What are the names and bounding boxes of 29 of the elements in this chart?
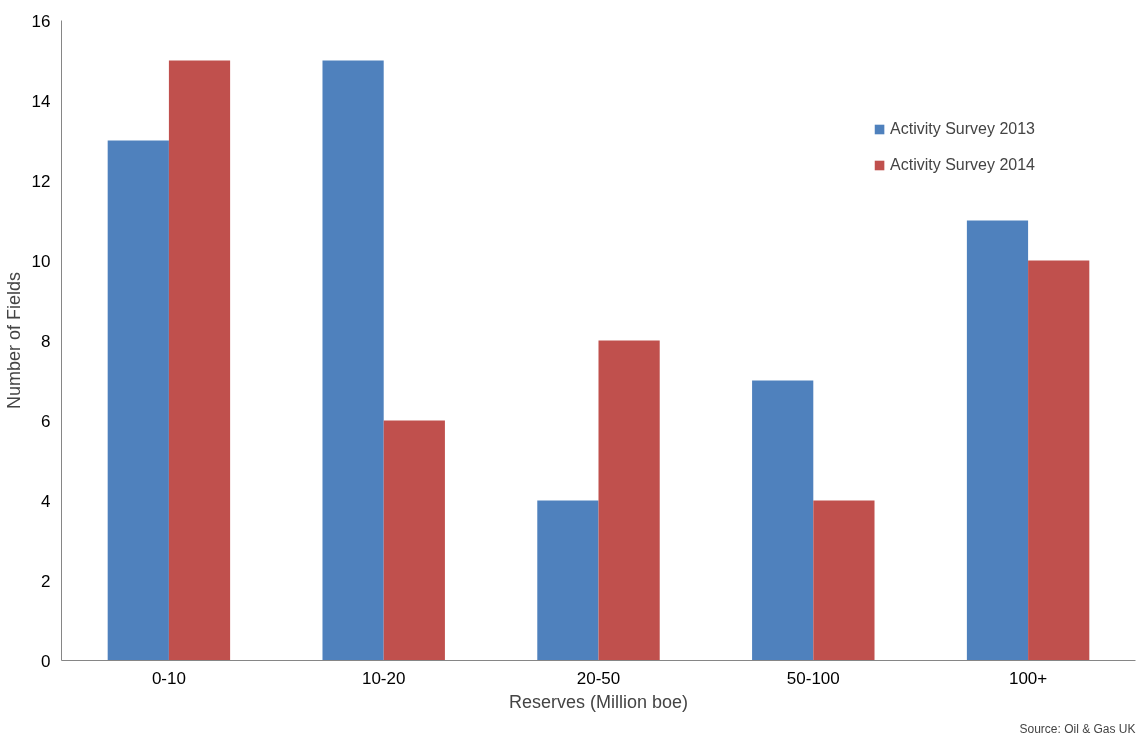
y-tick-label: 4 [41,491,51,511]
bar [322,60,384,661]
x-tick-label: 0-10 [151,668,186,688]
y-tick-label: 6 [41,411,51,431]
y-tick-label: 10 [31,251,51,271]
y-tick-label: 2 [41,571,51,591]
x-tick-label: 20-50 [576,668,621,688]
bar [1028,260,1090,661]
y-axis-title: Number of Fields [3,271,24,410]
x-axis-title: Reserves (Million boe) [508,691,689,712]
bar [966,220,1029,661]
x-tick-label: 50-100 [786,668,840,688]
y-tick-label: 12 [31,171,51,191]
legend-label: Activity Survey 2013 [890,120,1035,138]
x-tick-label: 10-20 [361,668,406,688]
bar [383,420,445,661]
bar [537,500,599,661]
y-tick-label: 16 [31,11,51,31]
bar [598,340,660,661]
bar [107,140,169,661]
legend-label: Activity Survey 2014 [890,156,1035,174]
bar [813,500,875,661]
y-tick-label: 14 [31,91,51,111]
source-note: Source: Oil & Gas UK [1019,721,1136,736]
x-tick-label: 100+ [1008,668,1048,688]
bar [168,60,231,661]
y-tick-label: 0 [41,651,51,671]
y-tick-label: 8 [41,331,51,351]
bar [752,380,814,661]
